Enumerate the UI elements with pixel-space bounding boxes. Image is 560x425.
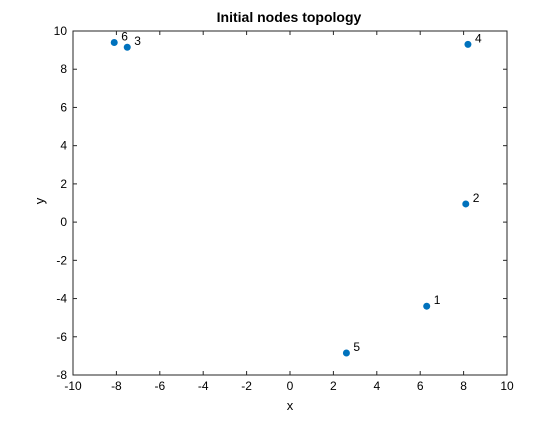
x-tick-label: 2: [330, 379, 337, 393]
x-tick-label: -2: [241, 379, 252, 393]
node-point-1: [423, 302, 431, 310]
x-tick-label: 6: [417, 379, 424, 393]
x-tick-label: -8: [111, 379, 122, 393]
chart-title: Initial nodes topology: [217, 9, 362, 25]
x-tick-label: 4: [373, 379, 380, 393]
y-tick-label: 10: [54, 24, 68, 38]
node-label-6: 6: [121, 29, 128, 43]
x-tick-label: 10: [500, 379, 514, 393]
x-tick-label: 8: [460, 379, 467, 393]
y-axis-label: y: [32, 197, 47, 204]
x-tick-label: -10: [64, 379, 82, 393]
y-tick-label: 2: [60, 177, 67, 191]
x-tick-label: -6: [154, 379, 165, 393]
y-tick-label: 0: [60, 215, 67, 229]
node-label-5: 5: [353, 340, 360, 354]
y-tick-label: -4: [56, 292, 67, 306]
y-tick-label: 8: [60, 62, 67, 76]
node-label-3: 3: [134, 34, 141, 48]
node-point-3: [123, 43, 131, 51]
node-label-4: 4: [475, 31, 482, 45]
y-tick-label: -2: [56, 253, 67, 267]
node-point-4: [464, 40, 472, 48]
node-label-1: 1: [434, 293, 441, 307]
node-label-2: 2: [473, 191, 480, 205]
y-tick-label: 6: [60, 100, 67, 114]
y-tick-label: -8: [56, 368, 67, 382]
points-layer: 1 2 3 4 5 6: [110, 29, 482, 357]
plot-frame: [72, 30, 508, 376]
node-point-6: [110, 38, 118, 46]
node-point-5: [342, 349, 350, 357]
x-tick-label: -4: [198, 379, 209, 393]
x-axis-label: x: [287, 398, 294, 413]
y-tick-label: -6: [56, 330, 67, 344]
x-tick-label: 0: [287, 379, 294, 393]
y-tick-label: 4: [60, 139, 67, 153]
node-point-2: [462, 200, 470, 208]
